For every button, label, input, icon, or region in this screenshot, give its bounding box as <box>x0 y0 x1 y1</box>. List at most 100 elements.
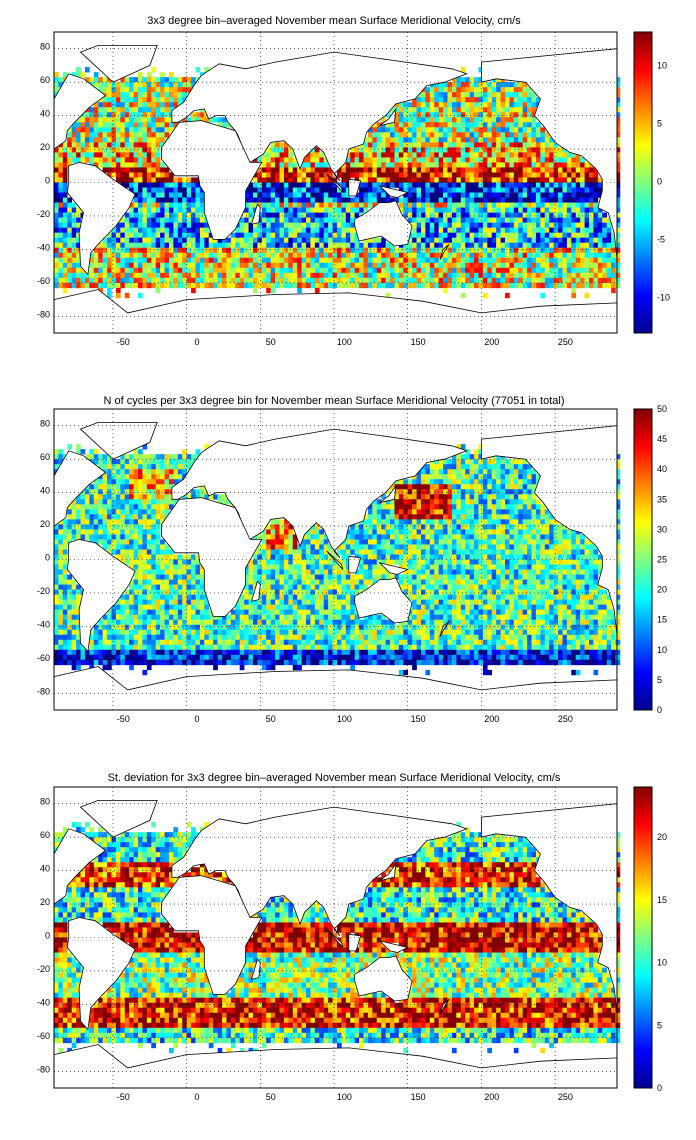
heatmap-cell <box>133 137 139 143</box>
heatmap-cell <box>518 107 523 113</box>
heatmap-cell <box>509 92 515 98</box>
heatmap-cell <box>319 202 325 208</box>
heatmap-cell <box>244 277 249 284</box>
heatmap-cell <box>535 227 541 233</box>
heatmap-cell <box>98 242 103 249</box>
heatmap-cell <box>115 152 121 158</box>
heatmap-cell <box>261 197 267 203</box>
heatmap-cell <box>328 257 333 264</box>
heatmap-cell <box>283 277 289 284</box>
heatmap-cell <box>54 187 59 193</box>
heatmap-cell <box>323 222 329 228</box>
heatmap-cell <box>314 257 320 264</box>
heatmap-cell <box>509 227 515 233</box>
heatmap-cell <box>359 277 364 284</box>
heatmap-cell <box>566 192 572 198</box>
heatmap-cell <box>531 277 537 284</box>
heatmap-cell <box>535 177 541 183</box>
heatmap-cell <box>513 242 519 249</box>
heatmap-cell <box>615 489 621 495</box>
heatmap-cell <box>306 267 311 274</box>
heatmap-cell <box>310 157 316 163</box>
heatmap-cell <box>177 282 183 289</box>
heatmap-cell <box>456 489 462 495</box>
heatmap-cell <box>133 147 139 153</box>
heatmap-cell <box>102 77 108 83</box>
heatmap-cell <box>168 459 174 465</box>
heatmap-cell <box>429 514 435 520</box>
heatmap-cell <box>438 132 444 138</box>
heatmap-cell <box>390 247 395 254</box>
heatmap-cell <box>522 162 528 168</box>
heatmap-cell <box>54 247 59 254</box>
heatmap-cell <box>252 287 258 294</box>
heatmap-cell <box>500 117 506 123</box>
heatmap-cell <box>482 519 488 525</box>
heatmap-cell <box>434 469 439 475</box>
heatmap-cell <box>425 152 431 158</box>
heatmap-cell <box>513 479 519 485</box>
heatmap-cell <box>491 499 497 505</box>
heatmap-cell <box>451 459 457 465</box>
heatmap-cell <box>160 474 165 480</box>
heatmap-cell <box>173 207 179 213</box>
heatmap-cell <box>615 499 621 505</box>
heatmap-cell <box>394 272 400 279</box>
heatmap-cell <box>425 182 431 188</box>
heatmap-cell <box>310 232 316 238</box>
heatmap-cell <box>359 257 364 264</box>
heatmap-cell <box>129 132 134 138</box>
heatmap-cell <box>297 232 302 238</box>
heatmap-cell <box>142 217 148 223</box>
heatmap-cell <box>482 92 488 98</box>
heatmap-cell <box>151 262 156 269</box>
heatmap-cell <box>496 282 501 289</box>
heatmap-cell <box>120 484 126 490</box>
heatmap-cell <box>80 122 86 128</box>
heatmap-cell <box>482 102 488 108</box>
heatmap-cell <box>177 197 183 203</box>
heatmap-cell <box>443 272 448 279</box>
heatmap-cell <box>102 237 108 243</box>
heatmap-cell <box>496 152 501 158</box>
heatmap-cell <box>89 107 95 113</box>
heatmap-cell <box>155 257 161 264</box>
heatmap-cell <box>434 112 439 118</box>
heatmap-cell <box>403 272 409 279</box>
heatmap-cell <box>138 519 143 525</box>
heatmap-cell <box>425 242 431 249</box>
heatmap-cell <box>155 197 161 203</box>
heatmap-cell <box>469 212 475 218</box>
heatmap-cell <box>407 122 413 128</box>
heatmap-cell <box>478 262 484 269</box>
heatmap-cell <box>54 524 59 530</box>
heatmap-cell <box>460 469 466 475</box>
heatmap-cell <box>146 182 152 188</box>
heatmap-cell <box>168 92 174 98</box>
heatmap-cell <box>266 524 271 530</box>
heatmap-cell <box>500 137 506 143</box>
heatmap-cell <box>496 147 501 153</box>
heatmap-cell <box>301 247 307 254</box>
heatmap-cell <box>482 172 488 178</box>
heatmap-cell <box>292 157 298 163</box>
heatmap-cell <box>199 227 205 233</box>
heatmap-cell <box>111 147 117 153</box>
heatmap-cell <box>244 237 249 243</box>
heatmap-cell <box>451 509 457 515</box>
heatmap-cell <box>372 137 378 143</box>
heatmap-cell <box>443 102 448 108</box>
heatmap-cell <box>438 227 444 233</box>
heatmap-cell <box>138 454 143 460</box>
heatmap-cell <box>456 479 462 485</box>
heatmap-cell <box>438 499 444 505</box>
heatmap-cell <box>319 212 325 218</box>
heatmap-cell <box>615 212 621 218</box>
heatmap-cell <box>443 287 448 294</box>
panel-1-colorbar <box>633 31 653 334</box>
heatmap-cell <box>80 519 86 525</box>
heatmap-cell <box>420 177 426 183</box>
heatmap-cell <box>133 529 139 535</box>
heatmap-cell <box>465 489 470 495</box>
heatmap-cell <box>558 187 563 193</box>
